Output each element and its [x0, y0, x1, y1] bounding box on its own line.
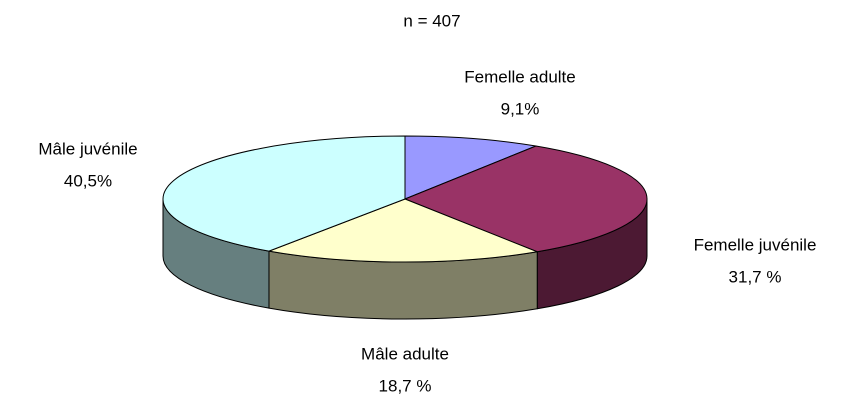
slice [404, 145, 648, 253]
slice-value-label: 31,7 % [729, 267, 782, 286]
chart-title: n = 407 [403, 11, 460, 30]
slice-value-label: 40,5% [64, 171, 112, 190]
slice-label: Femelle adulte [464, 67, 576, 86]
slice-label: Mâle adulte [361, 344, 449, 363]
slice-label: Mâle juvénile [38, 139, 137, 158]
slice [404, 135, 537, 200]
slice [268, 198, 538, 263]
slice-value-label: 9,1% [501, 99, 540, 118]
slice-value-label: 18,7 % [379, 376, 432, 395]
slice-label: Femelle juvénile [694, 235, 817, 254]
slice [162, 135, 406, 252]
